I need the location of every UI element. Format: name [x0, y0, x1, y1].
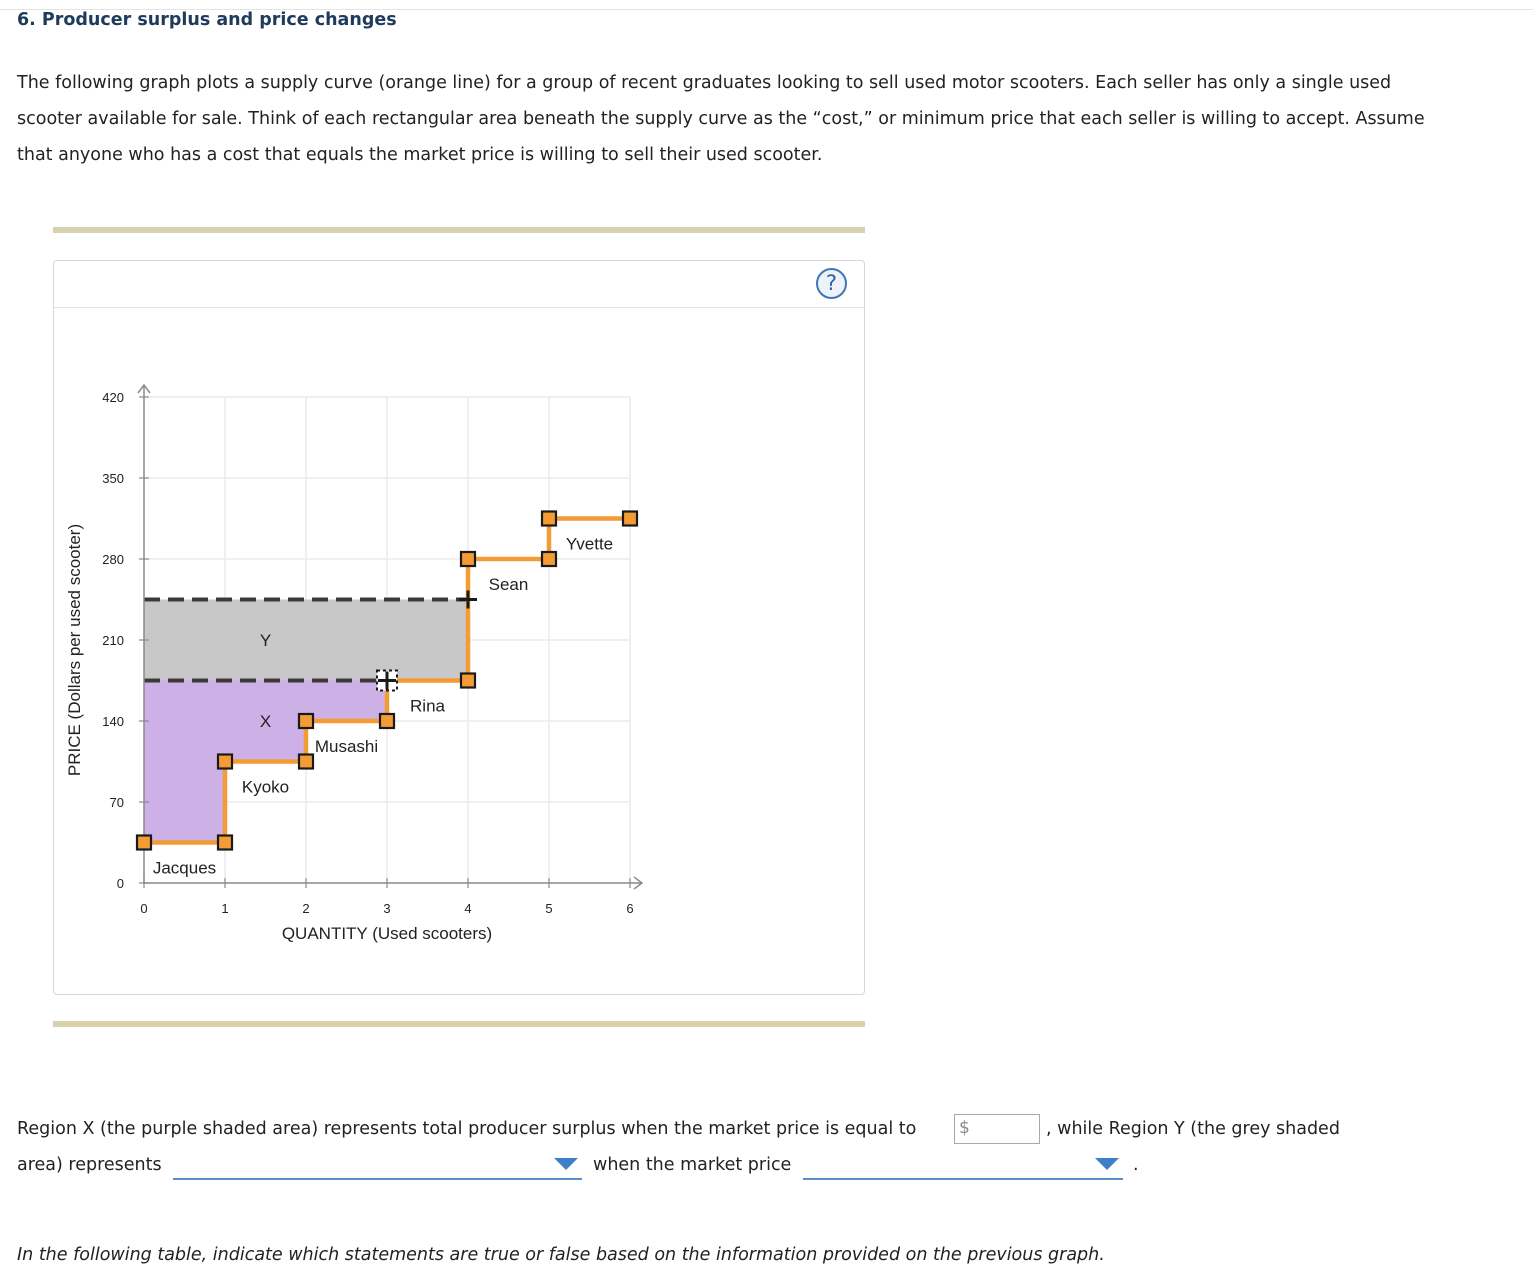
supply-point-handle [297, 712, 315, 730]
x-tick-label: 4 [464, 901, 471, 916]
question-text-mid: when the market price [593, 1155, 792, 1175]
dollar-sign: $ [959, 1118, 970, 1138]
seller-label: Sean [489, 575, 529, 594]
help-button[interactable]: ? [816, 268, 847, 299]
y-tick-label: 140 [102, 714, 124, 729]
graph-bottom-band [53, 1021, 865, 1027]
panel-header-rule [54, 307, 864, 308]
top-rule [0, 9, 1533, 10]
question-text-line1: Region X (the purple shaded area) repres… [17, 1119, 917, 1139]
seller-label: Kyoko [242, 778, 289, 797]
supply-point-handle [540, 510, 558, 527]
seller-label: Musashi [315, 737, 378, 756]
question-end-period: . [1133, 1155, 1139, 1175]
chevron-down-icon [554, 1158, 578, 1170]
y-tick-label: 280 [102, 552, 124, 567]
supply-point-handle [459, 550, 477, 568]
seller-label: Yvette [566, 535, 613, 554]
x-tick-label: 1 [221, 901, 228, 916]
market-price-input[interactable] [973, 1117, 1039, 1143]
graph-panel: ? 0 1 2 3 4 5 6 0 70 140 210 280 350 420 QUANTITY (Use… [53, 260, 865, 995]
supply-point-handle [216, 753, 234, 770]
question-text-after-input: , while Region Y (the grey shaded [1046, 1119, 1340, 1139]
market-price-field[interactable]: $ [954, 1114, 1040, 1144]
supply-point-handle [459, 672, 477, 689]
intro-paragraph: The following graph plots a supply curve… [17, 73, 1425, 165]
supply-point-handle [378, 712, 396, 730]
y-tick-label: 210 [102, 633, 124, 648]
table-instructions: In the following table, indicate which s… [17, 1245, 1105, 1265]
x-tick-label: 2 [302, 901, 309, 916]
y-axis-arrow [137, 383, 151, 394]
x-axis-title: QUANTITY (Used scooters) [282, 924, 492, 943]
region-y-label: Y [260, 631, 271, 650]
region-y-area [144, 599, 468, 681]
chevron-down-icon [1095, 1158, 1119, 1170]
seller-label: Rina [410, 697, 446, 716]
supply-point-handle [135, 834, 153, 851]
x-tick-label: 3 [383, 901, 390, 916]
y-tick-label: 70 [110, 795, 124, 810]
seller-label: Jacques [153, 859, 216, 878]
supply-point-handle [621, 510, 639, 527]
region-x-label: X [260, 712, 271, 731]
y-tick-label: 350 [102, 471, 124, 486]
supply-chart[interactable]: 0 1 2 3 4 5 6 0 70 140 210 280 350 420 QUANTITY (Used … [54, 261, 864, 994]
x-tick-label: 5 [545, 901, 552, 916]
question-title: 6. Producer surplus and price changes [17, 10, 397, 30]
x-tick-label: 0 [140, 901, 147, 916]
price-change-dropdown[interactable] [803, 1148, 1123, 1180]
y-tick-label: 420 [102, 390, 124, 405]
supply-point-handle [216, 834, 234, 851]
region-y-dropdown[interactable] [173, 1148, 582, 1180]
y-axis-title: PRICE (Dollars per used scooter) [65, 524, 84, 776]
x-axis-arrow [633, 876, 644, 890]
question-text-line2: area) represents [17, 1155, 162, 1175]
x-tick-label: 6 [626, 901, 633, 916]
graph-top-band [53, 227, 865, 233]
supply-point-handle [540, 550, 558, 568]
supply-point-handle [297, 753, 315, 770]
y-tick-label: 0 [117, 876, 124, 891]
